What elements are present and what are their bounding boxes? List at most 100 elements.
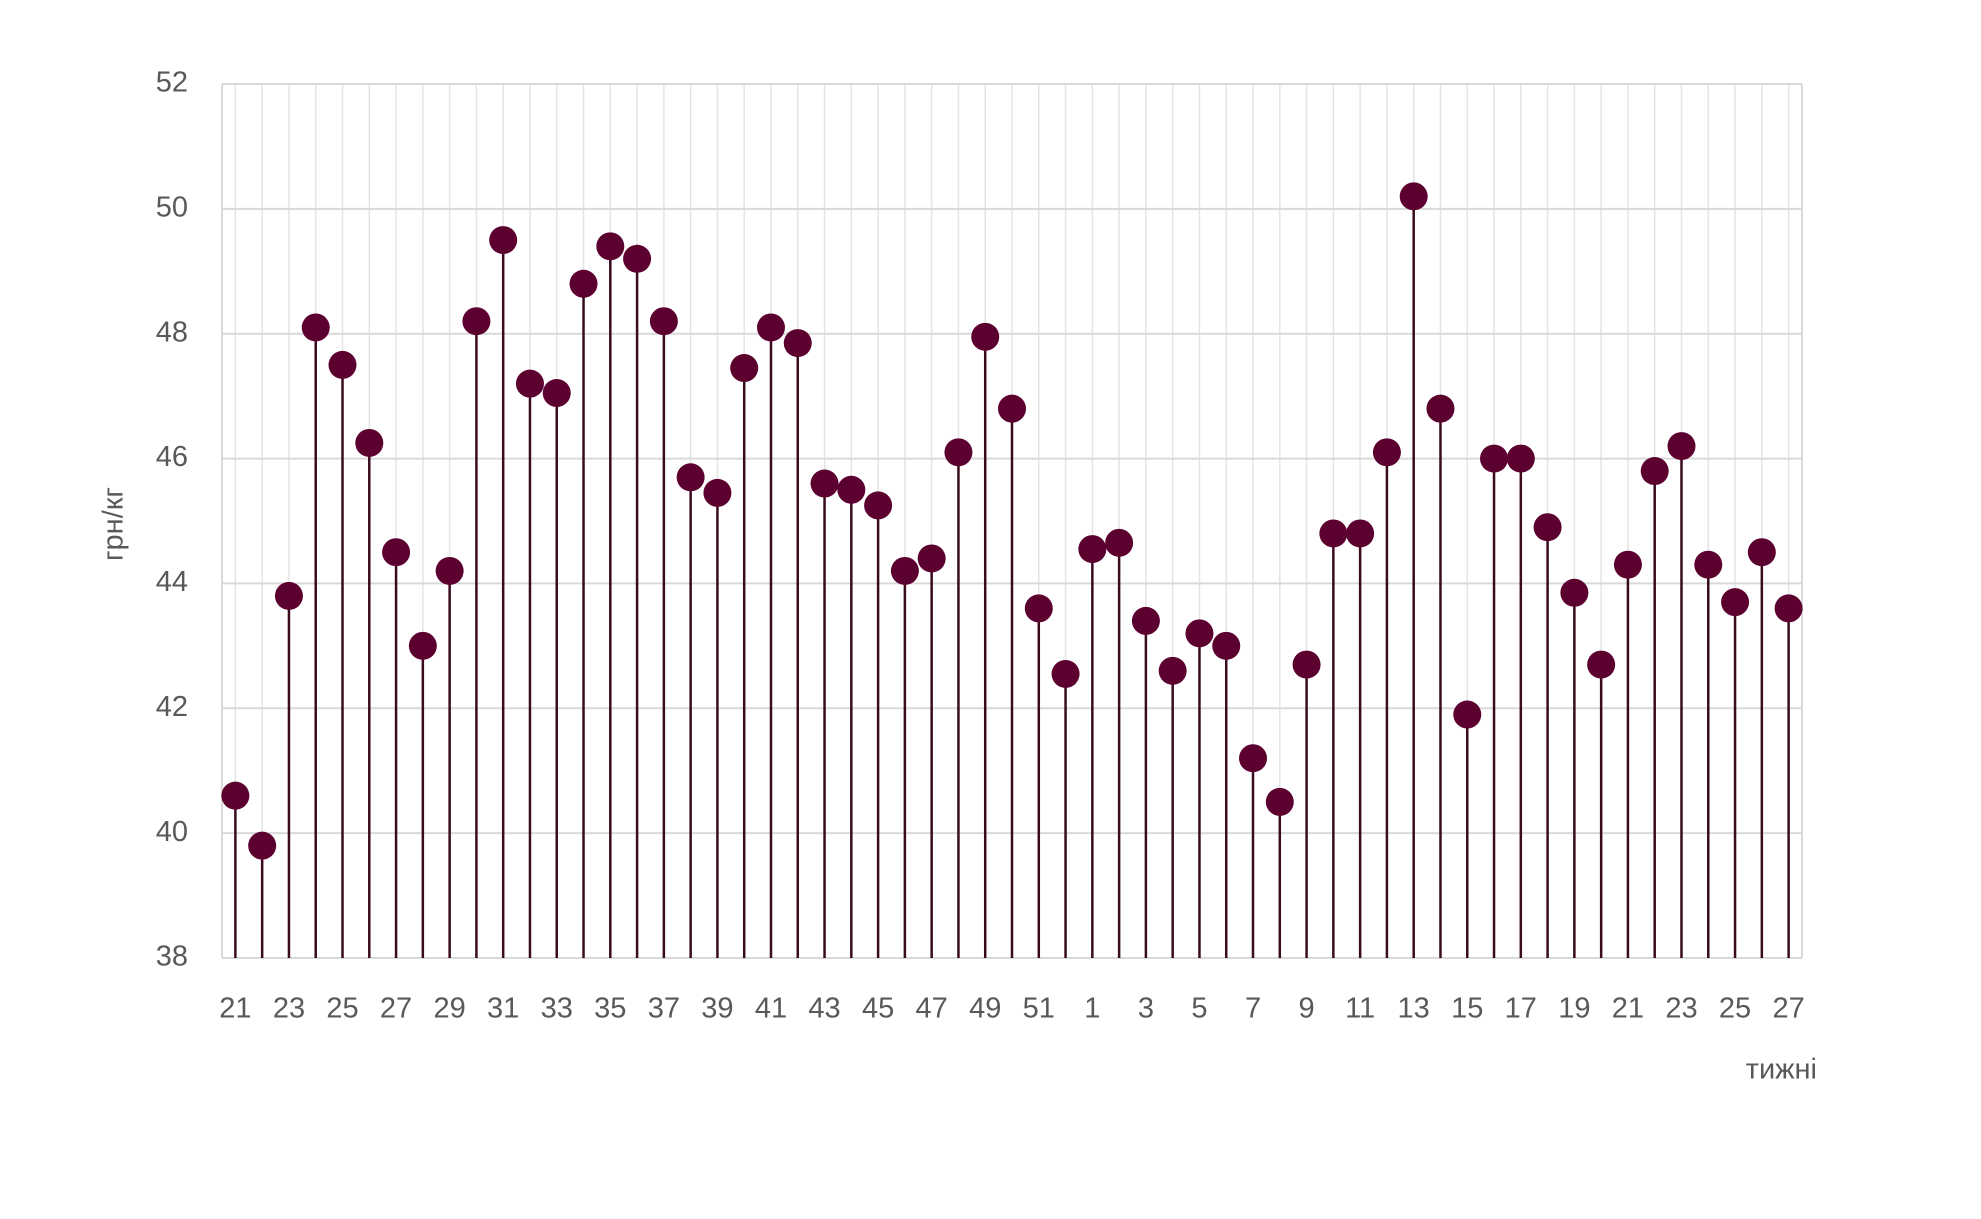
marker bbox=[1212, 631, 1241, 660]
x-tick-label: 51 bbox=[1023, 993, 1055, 1025]
marker bbox=[355, 428, 384, 457]
x-tick-label: 3 bbox=[1138, 993, 1154, 1025]
marker bbox=[1587, 650, 1616, 679]
marker bbox=[1480, 444, 1509, 473]
marker bbox=[1024, 594, 1053, 623]
marker bbox=[1453, 700, 1482, 729]
marker bbox=[649, 307, 678, 336]
y-tick-label: 44 bbox=[156, 566, 188, 598]
x-tick-label: 13 bbox=[1398, 993, 1430, 1025]
marker bbox=[676, 463, 705, 492]
marker bbox=[1131, 606, 1160, 635]
marker bbox=[1346, 519, 1375, 548]
marker bbox=[623, 244, 652, 273]
marker bbox=[1319, 519, 1348, 548]
x-tick-label: 17 bbox=[1505, 993, 1537, 1025]
marker bbox=[382, 538, 411, 567]
marker bbox=[1292, 650, 1321, 679]
y-axis-label: грн/кг bbox=[98, 487, 130, 561]
x-tick-label: 31 bbox=[487, 993, 519, 1025]
marker bbox=[221, 781, 250, 810]
marker bbox=[1667, 432, 1696, 461]
x-tick-label: 11 bbox=[1345, 993, 1375, 1025]
marker bbox=[1721, 588, 1750, 617]
marker bbox=[1533, 513, 1562, 542]
marker bbox=[890, 556, 919, 585]
y-tick-label: 38 bbox=[156, 941, 188, 973]
x-tick-label: 33 bbox=[541, 993, 573, 1025]
x-axis-label: тижні bbox=[1746, 1054, 1817, 1086]
marker bbox=[1506, 444, 1535, 473]
marker bbox=[810, 469, 839, 498]
x-tick-label: 39 bbox=[701, 993, 733, 1025]
marker bbox=[998, 394, 1026, 423]
x-tick-label: 21 bbox=[219, 993, 251, 1025]
marker bbox=[1265, 787, 1294, 816]
marker bbox=[596, 232, 625, 261]
marker bbox=[1105, 528, 1134, 557]
marker bbox=[1560, 578, 1589, 607]
marker bbox=[1774, 594, 1803, 623]
x-tick-label: 23 bbox=[273, 993, 305, 1025]
marker bbox=[569, 269, 598, 298]
y-tick-label: 52 bbox=[156, 67, 188, 99]
x-tick-label: 5 bbox=[1191, 993, 1207, 1025]
x-tick-label: 45 bbox=[862, 993, 894, 1025]
x-tick-label: 25 bbox=[1719, 993, 1751, 1025]
marker bbox=[408, 631, 437, 660]
marker bbox=[1399, 182, 1428, 211]
marker bbox=[971, 322, 1000, 351]
marker bbox=[944, 438, 973, 467]
marker bbox=[248, 831, 277, 860]
marker bbox=[1372, 438, 1401, 467]
marker bbox=[328, 350, 357, 379]
y-tick-label: 50 bbox=[156, 192, 188, 224]
marker bbox=[462, 307, 491, 336]
marker bbox=[730, 354, 759, 383]
marker bbox=[1078, 535, 1107, 564]
x-tick-label: 19 bbox=[1558, 993, 1590, 1025]
x-tick-label: 15 bbox=[1451, 993, 1483, 1025]
marker bbox=[1640, 457, 1669, 486]
marker bbox=[274, 581, 303, 610]
x-tick-label: 37 bbox=[648, 993, 680, 1025]
marker bbox=[1239, 744, 1268, 773]
x-tick-label: 47 bbox=[916, 993, 948, 1025]
marker bbox=[864, 491, 893, 520]
y-tick-label: 48 bbox=[156, 316, 188, 348]
x-tick-label: 21 bbox=[1612, 993, 1644, 1025]
marker bbox=[301, 313, 330, 342]
x-tick-label: 7 bbox=[1245, 993, 1261, 1025]
x-tick-label: 9 bbox=[1299, 993, 1315, 1025]
marker bbox=[1694, 550, 1723, 579]
x-tick-label: 35 bbox=[594, 993, 626, 1025]
y-tick-label: 46 bbox=[156, 441, 188, 473]
marker bbox=[489, 226, 518, 255]
marker bbox=[1613, 550, 1642, 579]
marker bbox=[1185, 619, 1214, 648]
marker bbox=[1158, 656, 1187, 685]
marker bbox=[917, 544, 946, 573]
y-tick-label: 40 bbox=[156, 816, 188, 848]
x-tick-label: 27 bbox=[380, 993, 412, 1025]
marker bbox=[542, 379, 571, 408]
marker bbox=[1747, 538, 1776, 567]
marker bbox=[837, 475, 866, 504]
y-tick-label: 42 bbox=[156, 691, 188, 723]
marker bbox=[703, 478, 732, 507]
x-tick-label: 23 bbox=[1665, 993, 1697, 1025]
marker bbox=[783, 329, 812, 358]
x-tick-label: 43 bbox=[808, 993, 840, 1025]
marker bbox=[1051, 659, 1080, 688]
x-tick-label: 1 bbox=[1084, 993, 1100, 1025]
marker bbox=[1426, 394, 1455, 423]
x-tick-label: 29 bbox=[433, 993, 465, 1025]
marker bbox=[756, 313, 785, 342]
x-tick-label: 27 bbox=[1772, 993, 1804, 1025]
x-tick-label: 25 bbox=[326, 993, 358, 1025]
x-tick-label: 49 bbox=[969, 993, 1001, 1025]
marker bbox=[435, 556, 464, 585]
x-tick-label: 41 bbox=[755, 993, 787, 1025]
